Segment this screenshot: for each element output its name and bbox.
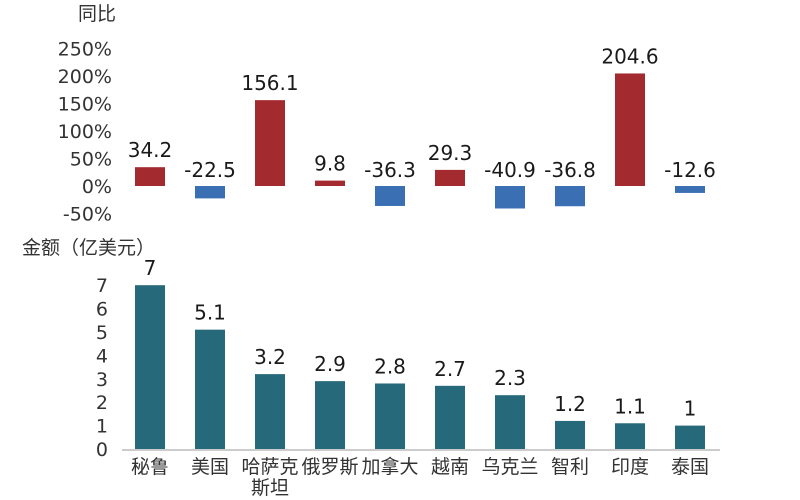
yoy-value-label: 9.8 — [314, 152, 346, 176]
yoy-bar — [135, 167, 165, 186]
yoy-tick-label: -50% — [63, 204, 112, 226]
amount-value-label: 2.3 — [494, 366, 526, 390]
amount-bar — [495, 395, 525, 449]
yoy-value-label: 204.6 — [601, 44, 658, 68]
amount-tick-label: 6 — [96, 299, 108, 321]
yoy-bar — [435, 169, 465, 186]
amount-value-label: 1 — [684, 397, 697, 421]
amount-bar — [135, 285, 165, 449]
category-label: 乌克兰 — [481, 456, 538, 478]
yoy-tick-label: 50% — [70, 149, 112, 171]
yoy-value-label: -40.9 — [484, 158, 536, 182]
amount-tick-label: 1 — [96, 416, 108, 438]
yoy-bar — [615, 73, 645, 186]
amount-bar — [555, 420, 585, 449]
yoy-tick-label: 250% — [58, 39, 112, 61]
yoy-value-label: 34.2 — [128, 138, 173, 162]
yoy-bar — [675, 186, 705, 193]
category-label: 俄罗斯 — [301, 456, 358, 478]
category-label: 哈萨克斯坦 — [241, 456, 298, 499]
amount-tick-label: 5 — [96, 322, 108, 344]
yoy-bar — [315, 180, 345, 186]
category-label: 泰国 — [671, 456, 709, 478]
yoy-tick-label: 0% — [82, 176, 112, 198]
yoy-bar — [555, 186, 585, 207]
amount-bar — [675, 425, 705, 449]
yoy-value-label: -12.6 — [664, 158, 716, 182]
amount-bar — [435, 385, 465, 449]
yoy-bar — [375, 186, 405, 206]
amount-tick-label: 2 — [96, 392, 108, 414]
amount-bar — [315, 381, 345, 449]
category-label: 秘鲁 — [131, 456, 169, 478]
yoy-value-label: -36.8 — [544, 158, 596, 182]
amount-tick-label: 7 — [96, 275, 108, 297]
amount-tick-label: 0 — [96, 439, 108, 461]
amount-value-label: 2.7 — [434, 357, 466, 381]
amount-axis-title: 金额（亿美元） — [22, 237, 155, 259]
yoy-value-label: -22.5 — [184, 158, 236, 182]
amount-value-label: 2.9 — [314, 352, 346, 376]
amount-value-label: 7 — [144, 256, 157, 280]
category-label: 智利 — [551, 456, 589, 478]
category-label: 越南 — [431, 456, 469, 478]
amount-value-label: 1.2 — [554, 392, 586, 416]
category-label: 印度 — [611, 456, 649, 478]
amount-tick-label: 3 — [96, 369, 108, 391]
amount-value-label: 1.1 — [614, 394, 646, 418]
amount-bar — [615, 423, 645, 449]
yoy-value-label: 156.1 — [241, 71, 298, 95]
amount-value-label: 2.8 — [374, 354, 406, 378]
amount-tick-label: 4 — [96, 345, 108, 367]
yoy-value-label: 29.3 — [428, 141, 473, 165]
yoy-tick-label: 150% — [58, 94, 112, 116]
amount-value-label: 3.2 — [254, 345, 286, 369]
yoy-tick-label: 200% — [58, 66, 112, 88]
yoy-tick-label: 100% — [58, 121, 112, 143]
yoy-bar — [195, 186, 225, 199]
yoy-chart: 同比 250% 200% 150% 100% 50% 0% -50% 34.2 -22.5 15… — [58, 3, 716, 226]
yoy-value-label: -36.3 — [364, 158, 416, 182]
amount-bar — [255, 374, 285, 449]
yoy-bar — [255, 100, 285, 186]
category-label: 美国 — [191, 456, 229, 478]
yoy-axis-title: 同比 — [78, 3, 116, 25]
amount-bar — [195, 329, 225, 449]
amount-bar — [375, 383, 405, 449]
amount-value-label: 5.1 — [194, 301, 226, 325]
yoy-bar — [495, 186, 525, 209]
category-label: 加拿大 — [361, 455, 418, 478]
